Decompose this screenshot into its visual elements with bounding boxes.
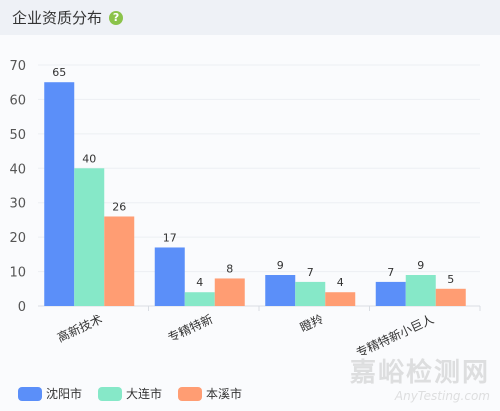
bar <box>154 247 185 306</box>
x-tick-label: 高新技术 <box>55 311 105 345</box>
y-tick-label: 60 <box>9 93 26 108</box>
legend-label-benxi: 本溪市 <box>206 387 243 401</box>
data-label: 17 <box>163 231 177 244</box>
data-label: 5 <box>447 273 454 286</box>
x-tick-label: 专精特新 <box>165 311 215 345</box>
legend-swatch-shenyang <box>18 386 42 401</box>
data-label: 65 <box>52 66 66 79</box>
x-tick-label: 瞪羚 <box>297 311 325 335</box>
data-label: 40 <box>82 152 96 165</box>
data-label: 7 <box>387 266 394 279</box>
bar <box>325 292 356 306</box>
legend: 沈阳市 大连市 本溪市 <box>18 385 258 402</box>
legend-item-shenyang[interactable]: 沈阳市 <box>18 385 82 402</box>
bar <box>375 281 406 306</box>
bar <box>405 275 436 306</box>
y-tick-label: 10 <box>9 266 26 281</box>
y-tick-label: 20 <box>9 231 26 246</box>
data-label: 4 <box>337 276 344 289</box>
bar <box>214 278 245 306</box>
y-tick-label: 0 <box>18 300 26 315</box>
bar <box>44 82 75 306</box>
page-title: 企业资质分布 <box>12 9 103 27</box>
y-tick-label: 50 <box>9 128 26 143</box>
bar <box>295 281 326 306</box>
y-tick-label: 70 <box>9 59 26 74</box>
help-icon[interactable]: ? <box>109 10 124 25</box>
y-tick-label: 40 <box>9 162 26 177</box>
x-tick-label: 专精特新小巨人 <box>354 311 436 360</box>
data-label: 7 <box>307 266 314 279</box>
data-label: 4 <box>196 276 203 289</box>
panel-header: 企业资质分布 ? <box>0 0 500 35</box>
data-label: 9 <box>277 259 284 272</box>
data-label: 26 <box>112 200 126 213</box>
legend-item-benxi[interactable]: 本溪市 <box>178 385 242 402</box>
y-tick-label: 30 <box>9 197 26 212</box>
legend-item-dalian[interactable]: 大连市 <box>98 385 162 402</box>
bar <box>265 275 296 306</box>
data-label: 8 <box>226 262 233 275</box>
data-label: 9 <box>417 259 424 272</box>
bar <box>435 288 466 306</box>
legend-swatch-dalian <box>98 386 123 401</box>
bar <box>104 216 135 306</box>
bar <box>184 292 215 306</box>
bar <box>74 168 105 306</box>
legend-label-shenyang: 沈阳市 <box>46 387 83 401</box>
legend-label-dalian: 大连市 <box>126 387 163 401</box>
legend-swatch-benxi <box>178 386 203 401</box>
